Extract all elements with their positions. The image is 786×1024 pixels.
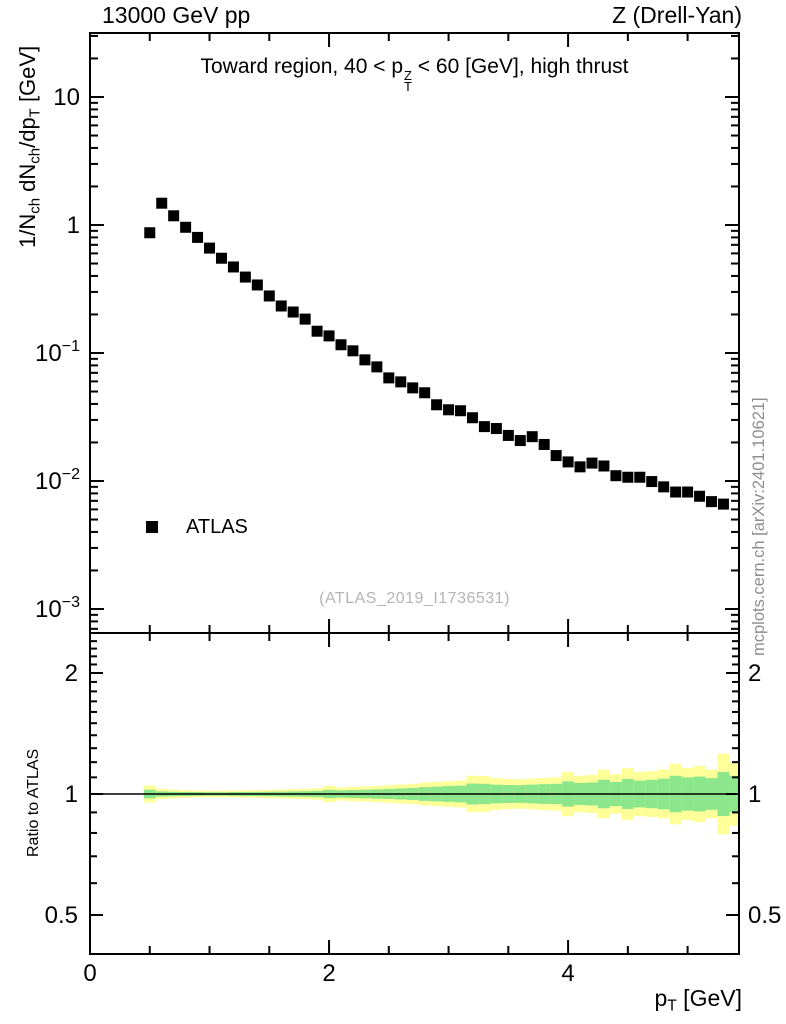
data-point [323,330,335,342]
x-tick-label: 4 [561,960,574,987]
main-y-tick-label: 10 [53,84,80,111]
data-point [514,435,526,447]
data-point [263,290,275,302]
data-point [478,421,490,433]
data-point [598,460,610,472]
legend-label-atlas: ATLAS [186,516,248,538]
data-point [156,197,168,209]
legend-marker-filled-square [146,521,158,533]
data-point [144,227,156,239]
data-point [455,405,467,417]
frames [89,32,740,955]
ratio-y-tick-label-left: 1 [65,781,78,808]
data-point [359,354,371,366]
data-point [383,372,395,384]
x-tick-label: 2 [322,960,335,987]
plot-title-prefix: Toward region, 40 < p [200,55,404,78]
beam-energy-label: 13000 GeV pp [102,2,251,28]
plot-title-suffix: < 60 [GeV], high thrust [411,55,629,78]
data-point [658,481,670,493]
y-axis-title: 1/Nch dNch/dpT [GeV] [15,45,44,248]
data-point [526,431,538,443]
ratio-y-tick-label-right: 0.5 [748,902,781,929]
data-point [251,279,263,291]
data-point [192,231,204,243]
data-points [144,197,729,510]
data-point [299,313,311,325]
process-label: Z (Drell-Yan) [612,2,742,28]
data-point [622,471,634,483]
main-y-tick-label: 10−3 [35,594,80,623]
data-point [610,470,622,482]
data-point [682,486,694,498]
mcplots-credit: mcplots.cern.ch [arXiv:2401.10621] [750,397,768,656]
data-point [215,252,227,264]
ratio-y-tick-label-left: 0.5 [45,902,78,929]
main-y-tick-label: 10−1 [35,338,80,367]
legend-marker [146,521,158,533]
ratio-y-tick-label-right: 1 [748,781,761,808]
data-point [227,261,239,273]
ratio-axis-title: Ratio to ATLAS [25,748,42,857]
data-point [694,490,706,502]
main-y-ticks [90,34,739,630]
data-point [574,461,586,473]
data-point [502,429,514,441]
data-point [586,457,598,469]
data-point [443,404,455,416]
data-point [490,423,502,435]
data-point [717,498,729,510]
data-point [239,271,251,283]
data-point [407,382,419,394]
main-y-tick-label: 10−2 [35,466,80,495]
main-y-tick-label: 1 [67,212,80,239]
analysis-watermark: (ATLAS_2019_I1736531) [319,590,510,607]
data-point [335,339,347,351]
ratio-y-tick-label-left: 2 [65,660,78,687]
x-axis-title: pT [GeV] [654,985,742,1015]
data-point [670,486,682,498]
data-point [168,210,180,222]
data-point [431,399,443,411]
data-point [562,456,574,468]
x-tick-label: 0 [83,960,96,987]
data-point [466,412,478,424]
data-point [538,438,550,450]
data-point [311,325,323,337]
data-point [550,450,562,462]
data-point [646,476,658,488]
data-point [419,387,431,399]
data-point [287,306,299,318]
data-point [371,361,383,373]
data-point [347,345,359,357]
data-point [180,221,192,233]
data-point [204,242,216,254]
tick-labels: 10 1 10−1 10−2 10−3 2 2 1 1 0.5 0.5 0 2 4 [35,84,781,987]
data-point [275,300,287,312]
plot-title-subscript: T [404,78,412,94]
data-point [706,496,718,508]
plot-title-superscript: Z [404,67,412,83]
data-point [395,376,407,388]
ratio-y-tick-label-right: 2 [748,660,761,687]
data-point [634,471,646,483]
